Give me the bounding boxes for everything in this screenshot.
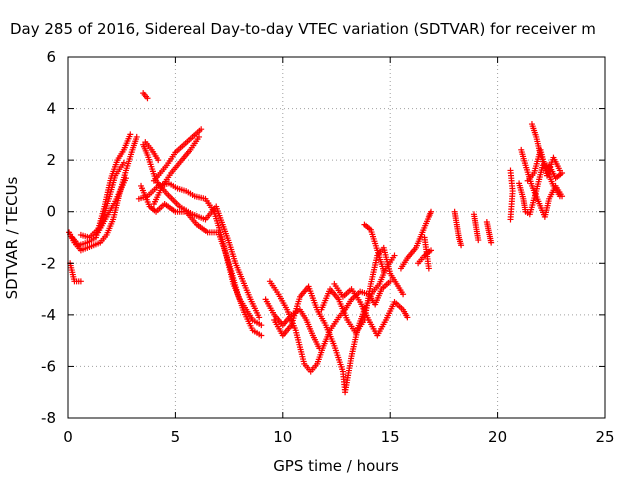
plot-frame: [67, 56, 606, 419]
data-point-marker: [198, 126, 205, 133]
data-point-marker: [258, 332, 265, 339]
y-tick-label: 0: [46, 203, 56, 221]
data-point-marker: [144, 95, 151, 102]
x-tick-label: 15: [381, 428, 400, 446]
y-axis-title: SDTVAR / TECUs: [3, 176, 21, 299]
y-tick-label: -8: [41, 409, 56, 427]
data-point-marker: [155, 157, 162, 164]
data-point-marker: [421, 234, 428, 241]
data-point-marker: [428, 247, 435, 254]
data-point-marker: [127, 131, 134, 138]
data-point-marker: [400, 291, 407, 298]
x-tick-label: 20: [488, 428, 507, 446]
data-point-marker: [556, 193, 563, 200]
data-point-marker: [458, 242, 465, 249]
data-point-marker: [507, 216, 514, 223]
y-tick-label: 6: [46, 48, 56, 66]
data-points: [66, 90, 566, 396]
data-point-marker: [133, 133, 140, 140]
x-tick-label: 5: [171, 428, 181, 446]
data-point-marker: [120, 159, 127, 166]
y-tick-label: 2: [46, 151, 56, 169]
data-point-marker: [387, 278, 394, 285]
y-tick-label: -4: [41, 306, 56, 324]
x-axis-title: GPS time / hours: [273, 457, 399, 475]
data-point-marker: [556, 167, 563, 174]
x-tick-label: 0: [63, 428, 73, 446]
axis-ticks: [67, 56, 606, 419]
data-point-marker: [488, 239, 495, 246]
y-tick-labels: -8 -6 -4 -2 0 2 4 6: [41, 48, 56, 427]
x-tick-label: 10: [273, 428, 292, 446]
data-point-marker: [380, 268, 387, 275]
x-tick-labels: 0 5 10 15 20 25: [63, 428, 614, 446]
data-point-marker: [196, 133, 203, 140]
y-tick-label: 4: [46, 100, 56, 118]
y-tick-label: -2: [41, 254, 56, 272]
grid-lines: [68, 57, 605, 418]
data-point-marker: [404, 314, 411, 321]
data-point-marker: [391, 252, 398, 259]
data-point-marker: [428, 208, 435, 215]
data-point-marker: [122, 175, 129, 182]
chart-title: Day 285 of 2016, Sidereal Day-to-day VTE…: [10, 20, 596, 38]
data-point-marker: [77, 278, 84, 285]
y-tick-label: -6: [41, 357, 56, 375]
x-tick-label: 25: [595, 428, 614, 446]
data-point-marker: [475, 237, 482, 244]
data-point-marker: [256, 314, 263, 321]
data-point-marker: [258, 322, 265, 329]
